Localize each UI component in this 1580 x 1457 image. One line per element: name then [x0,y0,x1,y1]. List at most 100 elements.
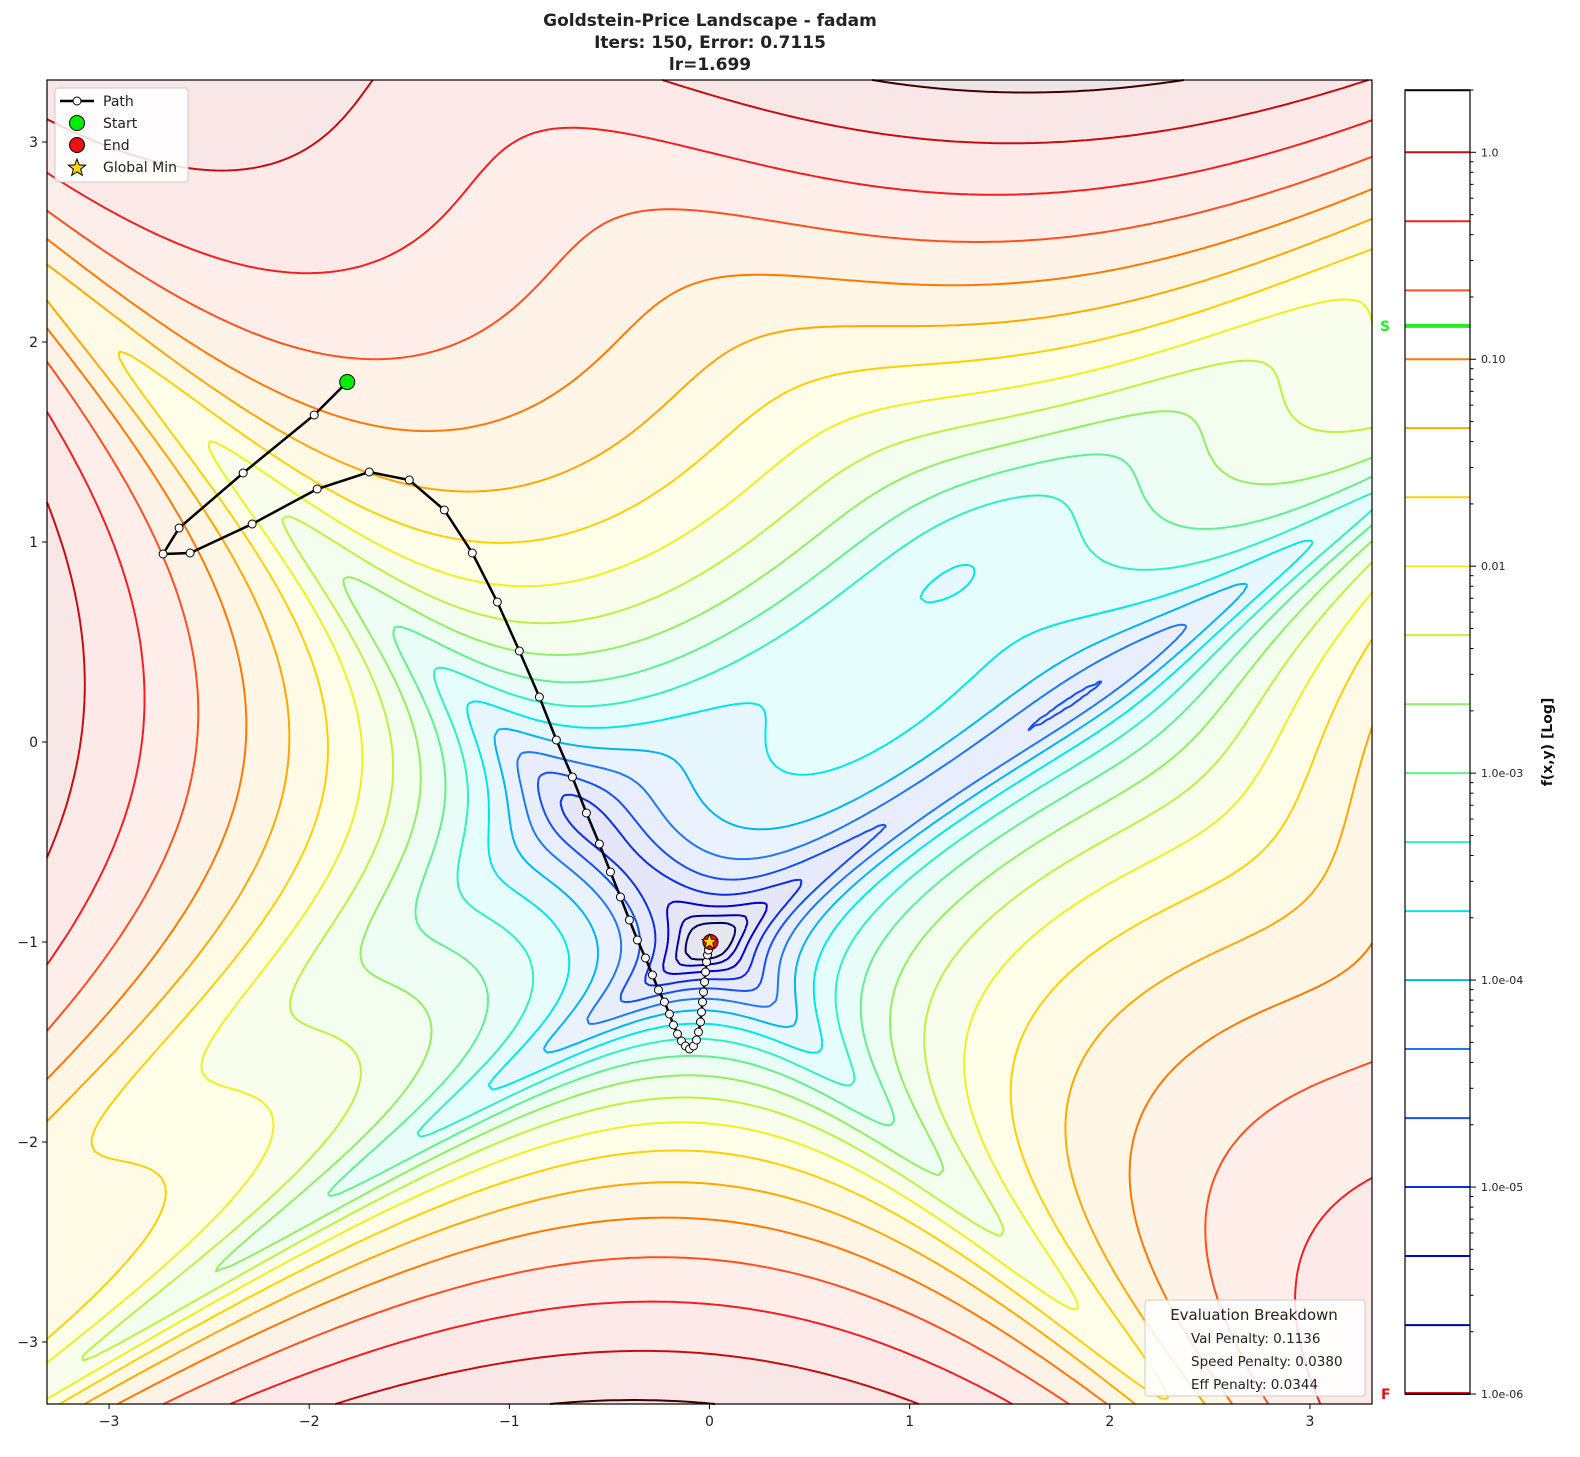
path-point [567,772,577,782]
legend: Path Start End Global Min [54,87,189,183]
x-tick-label: 1 [905,1414,914,1430]
val-penalty: Val Penalty: 0.1136 [1191,1331,1320,1347]
contour-level-6 [493,582,1249,1054]
contour-level-11 [81,359,1373,1362]
evaluation-title: Evaluation Breakdown [1170,1306,1338,1324]
path-point [439,505,449,515]
colorbar-final-marker-label: F [1381,1387,1391,1403]
contour-level-8 [416,492,1373,1138]
x-tick-label: −3 [99,1414,120,1430]
contour-level-14 [46,217,1373,1405]
y-tick-label: 1 [29,535,38,551]
contour-lines [46,79,1373,1405]
path-point [581,808,591,818]
path-point [668,1020,678,1030]
path-point [647,970,657,980]
contour-level-7 [466,539,1314,1091]
path-point [238,468,248,478]
path-point [672,1029,682,1039]
path-point [594,839,604,849]
chart-title: Goldstein-Price Landscape - fadam Iters:… [543,11,877,75]
path-point [309,410,319,420]
legend-path-label: Path [103,94,134,110]
contour-level-3 [559,793,803,987]
title-line-1: Goldstein-Price Landscape - fadam [543,11,877,31]
legend-globalmin-label: Global Min [103,160,177,176]
legend-end-label: End [103,138,130,154]
x-tick-label: −2 [299,1414,320,1430]
y-tick-label: −2 [17,1135,38,1151]
contour-level-5 [516,623,1188,1025]
contour-level-15 [46,188,1373,1405]
path-point [699,977,709,987]
path-point [624,915,634,925]
contour-level-13 [46,248,1373,1405]
path-point [693,1027,703,1037]
path-point [696,1007,706,1017]
colorbar-tick-label: 0.01 [1481,560,1506,573]
colorbar-tick-label: 1.0 [1481,146,1499,159]
path-point [247,519,257,529]
title-line-2: Iters: 150, Error: 0.7115 [594,33,826,53]
path-point [185,548,195,558]
speed-penalty: Speed Penalty: 0.0380 [1191,1354,1343,1370]
contour-level-9 [327,453,1373,1197]
contour-level-17 [46,119,1373,1405]
legend-start-label: Start [103,116,138,132]
y-tick-label: −3 [17,1335,38,1351]
y-tick-label: 3 [29,135,38,151]
contour-level-2 [662,900,768,975]
x-tick-label: 3 [1305,1414,1314,1430]
start-marker [339,374,356,390]
colorbar-start-marker-label: S [1380,319,1390,335]
path-point [174,523,184,533]
path-line [160,381,712,1051]
path-point [492,597,502,607]
path-point [659,997,669,1007]
path-point [697,997,707,1007]
path-point [653,985,663,995]
path-point [632,935,642,945]
title-line-3: lr=1.699 [669,55,751,75]
path-point [551,735,561,745]
eff-penalty: Eff Penalty: 0.0344 [1191,1377,1318,1393]
contour-level-10 [214,410,1373,1273]
path-point [514,646,524,656]
contour-level-19 [549,79,1184,1405]
x-tick-label: 2 [1105,1414,1114,1430]
contour-level-4 [536,680,1103,1004]
path-point [467,548,477,558]
optimizer-path [158,374,719,1054]
path-point [364,467,374,477]
path-point [640,953,650,963]
y-tick-label: 2 [29,335,38,351]
colorbar: 1.00.100.011.0e-031.0e-041.0e-051.0e-06 … [1380,89,1556,1403]
y-tick-label: 0 [29,735,38,751]
legend-end-marker [69,137,85,153]
colorbar-tick-label: 1.0e-06 [1481,1388,1523,1401]
axes: −3 −2 −1 0 1 2 3 −3 −2 −1 0 1 2 3 [17,135,1314,1430]
path-point [534,692,544,702]
colorbar-tick-label: 1.0e-05 [1481,1181,1523,1194]
y-tick-label: −1 [17,935,38,951]
colorbar-tick-label: 1.0e-03 [1481,767,1523,780]
path-point [700,967,710,977]
contour-level-12 [46,298,1373,1400]
colorbar-frame [1404,89,1471,1395]
path-point [404,475,414,485]
path-point [691,1035,701,1045]
legend-start-marker [69,115,85,131]
contour-level-16 [46,155,1373,1405]
evaluation-box: Evaluation Breakdown Val Penalty: 0.1136… [1144,1299,1366,1397]
legend-path-marker [72,96,82,106]
global-min-star [700,932,719,950]
x-tick-label: 0 [705,1414,714,1430]
path-point [605,867,615,877]
path-point [698,987,708,997]
path-point [695,1017,705,1027]
colorbar-tick-label: 1.0e-04 [1481,974,1523,987]
path-point [615,892,625,902]
path-point [312,484,322,494]
